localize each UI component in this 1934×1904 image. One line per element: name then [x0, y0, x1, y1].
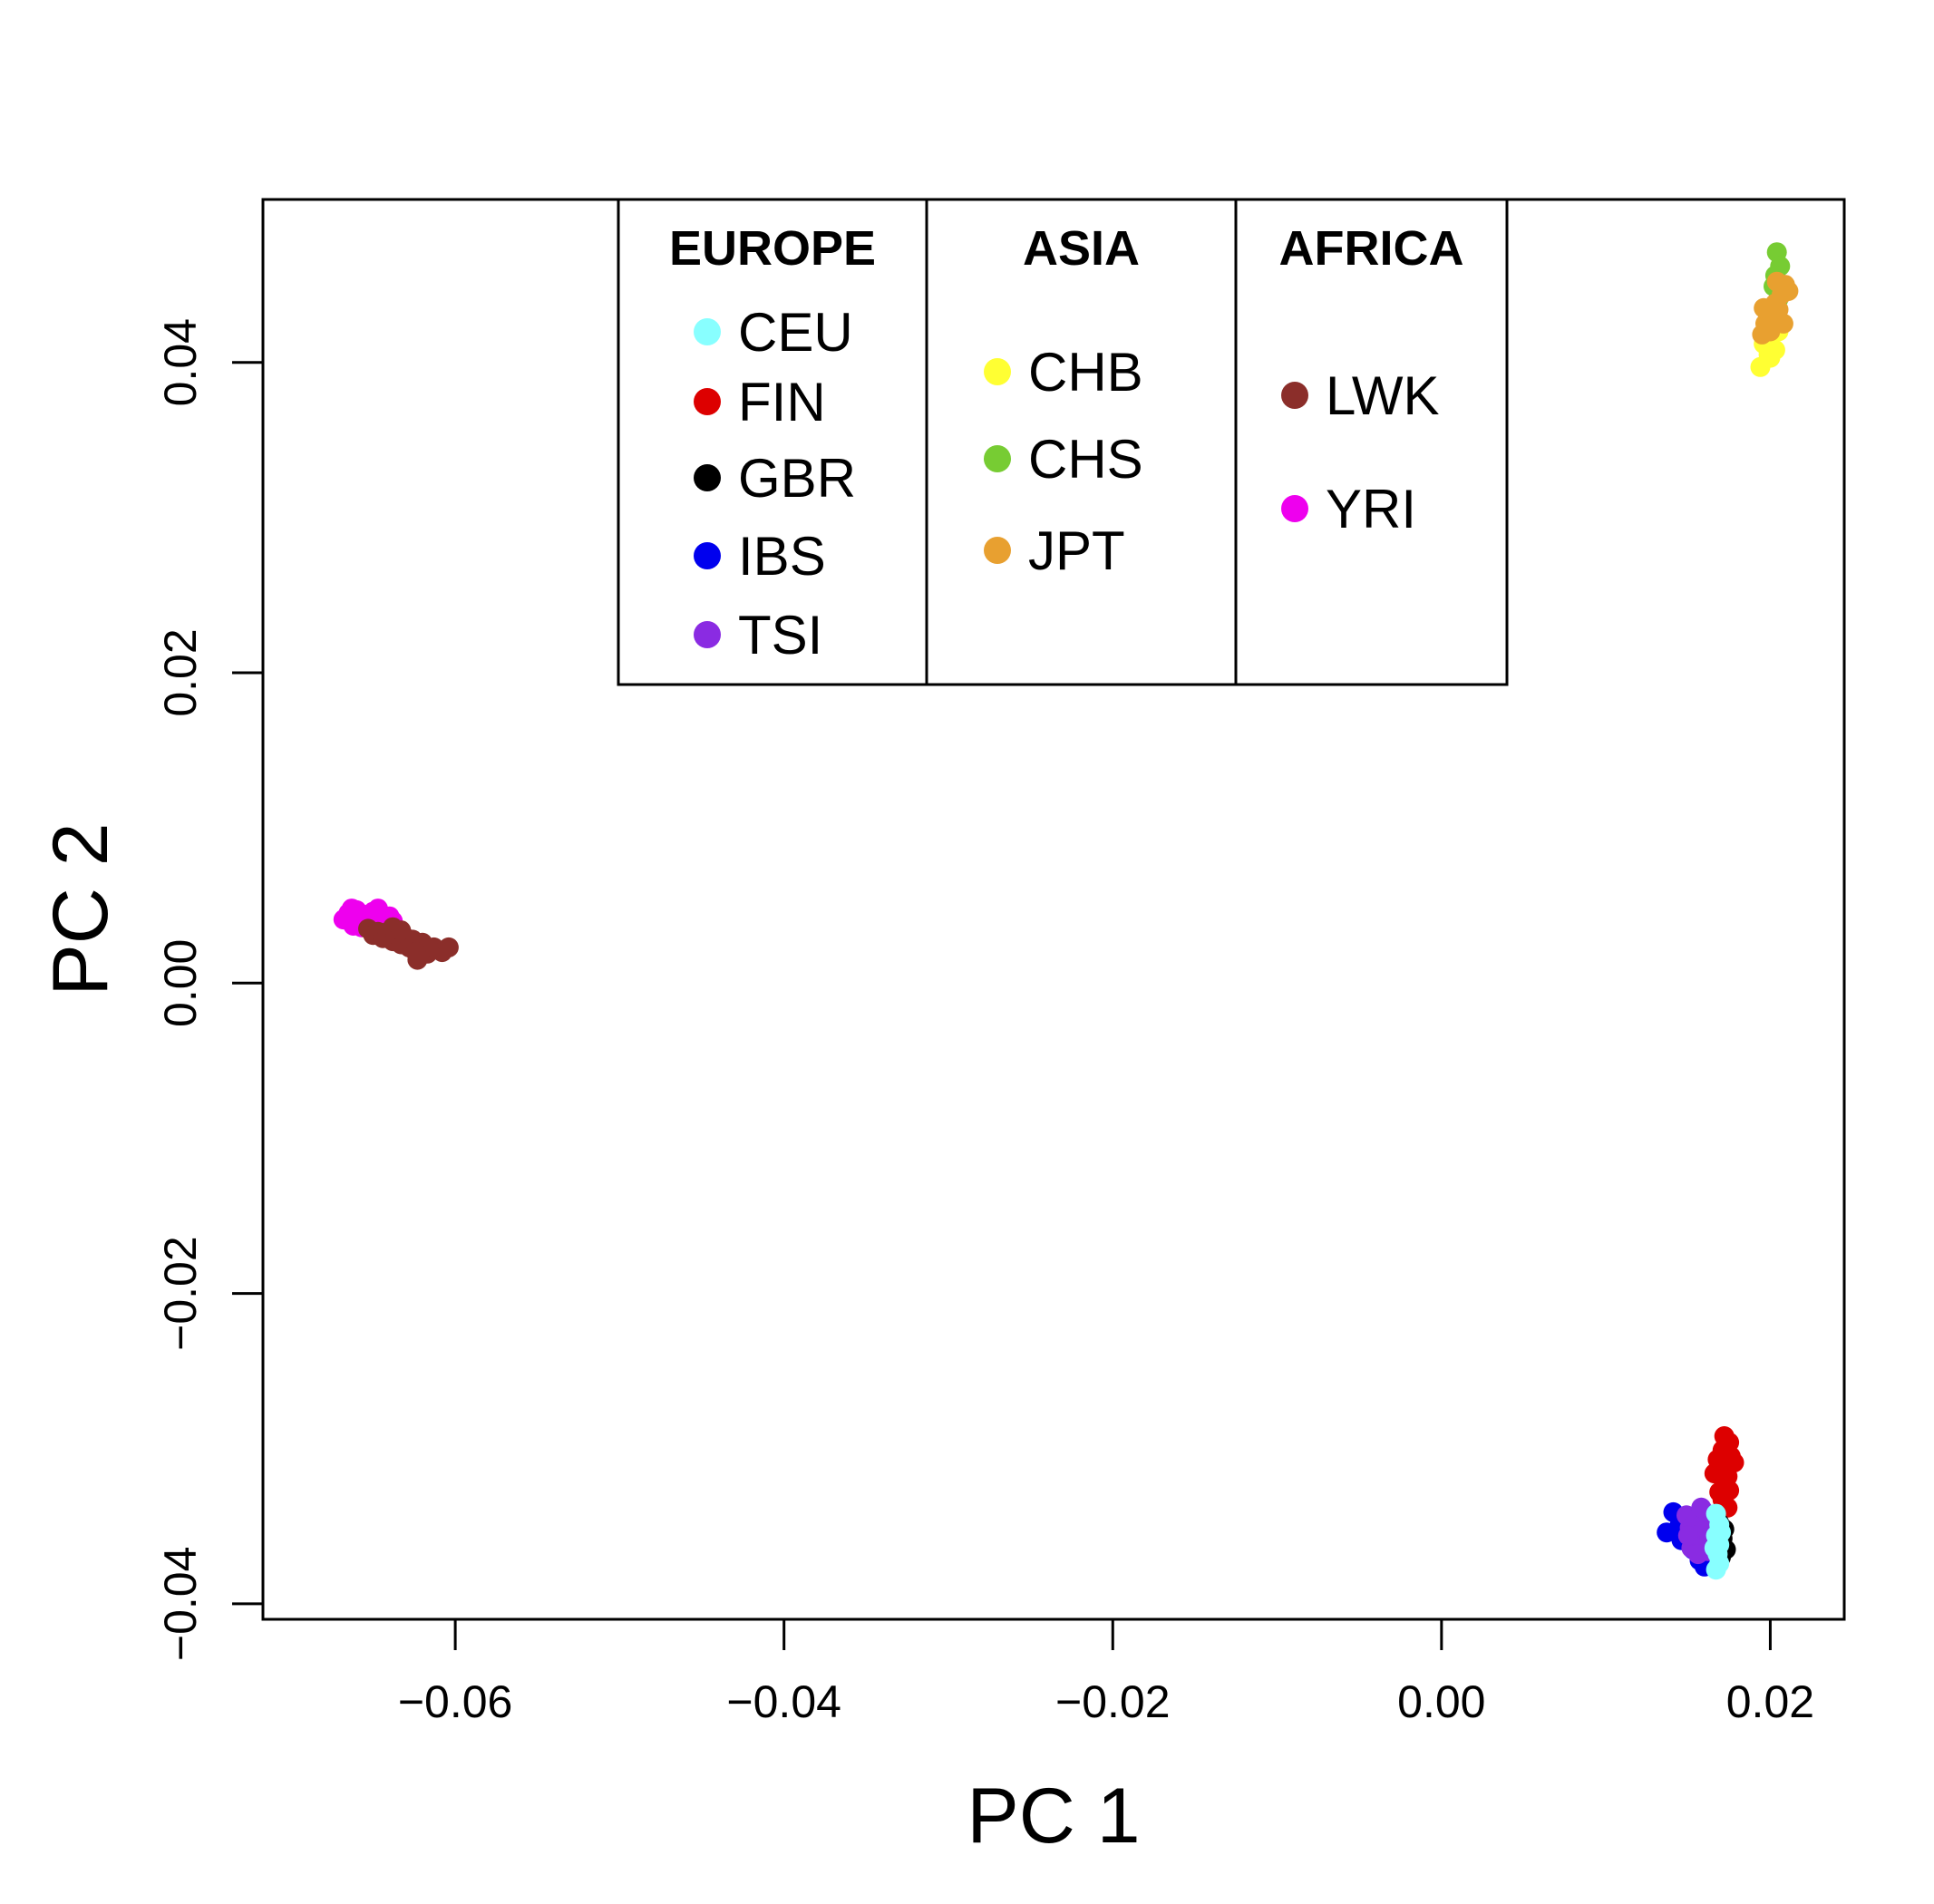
legend-marker-yri [1281, 495, 1308, 522]
point-yri-13 [341, 899, 362, 919]
legend-marker-ceu [694, 318, 721, 345]
legend-marker-ibs [694, 542, 721, 569]
x-axis-title: PC 1 [967, 1773, 1140, 1860]
point-fin-8 [1724, 1452, 1744, 1473]
x-tick-label-3: 0.00 [1397, 1676, 1485, 1727]
legend-label-lwk: LWK [1326, 365, 1440, 426]
legend-marker-fin [694, 388, 721, 415]
legend-box-asia [925, 198, 1238, 686]
y-tick-label-4: 0.04 [155, 318, 206, 406]
legend: EUROPE CEU FIN GBR IBS TSI ASIA CHB CHS JPT AFRICA… [617, 198, 1509, 686]
legend-heading-asia: ASIA [1023, 221, 1140, 276]
legend-label-chs: CHS [1028, 429, 1143, 490]
legend-label-ceu: CEU [738, 302, 853, 363]
legend-marker-tsi [694, 621, 721, 648]
x-tick-label-2: −0.02 [1055, 1676, 1171, 1727]
point-chb-8 [1760, 347, 1781, 368]
legend-heading-africa: AFRICA [1279, 221, 1464, 276]
y-axis-title: PC 2 [37, 822, 124, 996]
legend-label-gbr: GBR [738, 448, 856, 509]
legend-box-africa [1234, 198, 1509, 686]
y-tick-label-0: −0.04 [155, 1547, 206, 1662]
y-tick-label-1: −0.02 [155, 1236, 206, 1351]
point-lwk-18 [391, 920, 412, 941]
point-jpt-10 [1766, 271, 1787, 292]
legend-marker-lwk [1281, 382, 1308, 409]
point-ceu-8 [1704, 1538, 1725, 1559]
series-lwk [358, 917, 459, 970]
x-tick-label-1: −0.04 [726, 1676, 841, 1727]
legend-marker-chb [984, 358, 1011, 385]
legend-marker-jpt [984, 537, 1011, 564]
x-axis: −0.06 −0.04 −0.02 0.00 0.02 [398, 1617, 1814, 1727]
x-tick-label-4: 0.02 [1726, 1676, 1814, 1727]
point-jpt-12 [1773, 313, 1793, 334]
series-ceu [1704, 1503, 1731, 1580]
point-fin-14 [1707, 1449, 1728, 1470]
legend-label-tsi: TSI [738, 605, 822, 665]
point-jpt-11 [1754, 297, 1774, 318]
series-fin [1704, 1426, 1744, 1518]
legend-heading-europe: EUROPE [669, 221, 876, 276]
legend-marker-chs [984, 445, 1011, 472]
y-axis: −0.04 −0.02 0.00 0.02 0.04 [155, 318, 265, 1662]
legend-label-yri: YRI [1326, 479, 1416, 539]
y-tick-label-3: 0.02 [155, 628, 206, 716]
point-ceu-7 [1711, 1522, 1731, 1543]
point-ceu-6 [1706, 1559, 1726, 1580]
x-tick-label-0: −0.06 [398, 1676, 513, 1727]
legend-marker-gbr [694, 464, 721, 491]
point-lwk-16 [438, 937, 459, 957]
legend-label-chb: CHB [1028, 342, 1143, 403]
point-yri-15 [367, 899, 388, 919]
points-layer [333, 242, 1799, 1580]
point-lwk-19 [405, 942, 426, 963]
legend-label-ibs: IBS [738, 526, 826, 587]
legend-label-fin: FIN [738, 372, 826, 432]
series-jpt [1752, 271, 1799, 345]
point-tsi-13 [1677, 1525, 1698, 1546]
point-fin-13 [1709, 1481, 1730, 1502]
y-tick-label-2: 0.00 [155, 939, 206, 1027]
legend-label-jpt: JPT [1028, 520, 1125, 581]
